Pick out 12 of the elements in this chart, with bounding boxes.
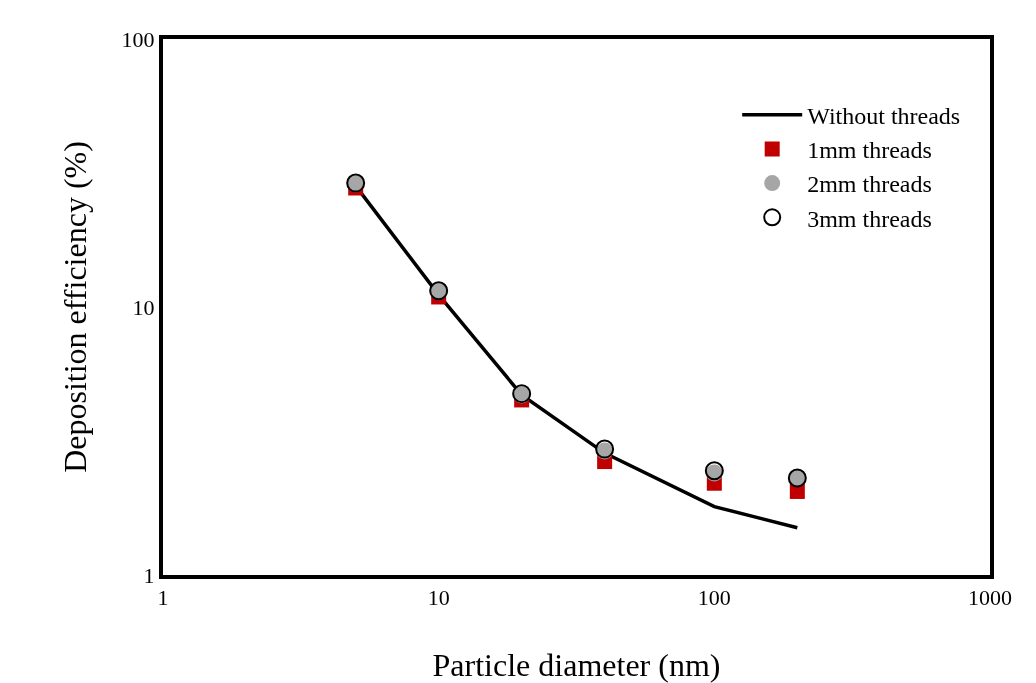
y-tick-label: 10 — [132, 294, 155, 320]
legend-label: Without threads — [807, 103, 961, 130]
x-axis-title: Particle diameter (nm) — [432, 647, 721, 683]
x-tick-label: 10 — [427, 585, 450, 611]
legend-label: 3mm threads — [807, 205, 932, 232]
x-tick-label: 1000 — [968, 585, 1012, 611]
legend-label: 1mm threads — [807, 137, 932, 164]
legend-label: 2mm threads — [807, 171, 932, 198]
y-tick-label: 100 — [121, 26, 155, 52]
y-tick-label: 1 — [143, 562, 155, 588]
x-tick-label: 100 — [697, 585, 731, 611]
y-axis-title: Deposition efficiency (%) — [57, 141, 93, 473]
